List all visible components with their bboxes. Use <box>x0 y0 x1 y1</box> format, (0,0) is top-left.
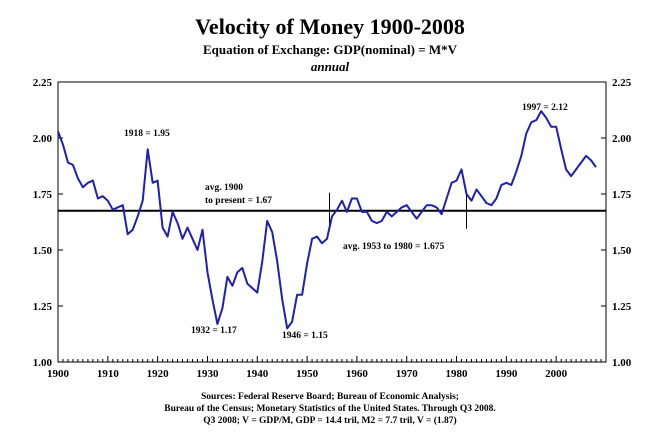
annotation-1918: 1918 = 1.95 <box>124 129 170 139</box>
sources-line-1: Sources: Federal Reserve Board; Bureau o… <box>201 392 459 402</box>
x-tick-label: 1980 <box>446 368 469 380</box>
y-axis-right: 1.00 1.25 1.50 1.75 2.00 2.25 <box>601 77 632 369</box>
y-tick-label-right: 1.25 <box>612 301 632 313</box>
y-tick-label-left: 1.50 <box>33 245 53 257</box>
y-tick-label-left: 1.75 <box>33 189 53 201</box>
y-tick-label-left: 1.25 <box>33 301 53 313</box>
sources-line-2: Bureau of the Census; Monetary Statistic… <box>164 404 495 414</box>
y-tick-label-left: 2.25 <box>33 77 53 89</box>
average-label-line1: avg. 1900 <box>205 183 243 193</box>
y-axis-left: 1.00 1.25 1.50 1.75 2.00 2.25 <box>33 77 63 369</box>
annotation-1997: 1997 = 2.12 <box>522 103 568 113</box>
x-tick-label: 1900 <box>47 368 70 380</box>
y-tick-label-right: 1.75 <box>612 189 632 201</box>
chart-frequency: annual <box>311 59 350 74</box>
x-tick-label: 1930 <box>196 368 219 380</box>
x-tick-label: 2000 <box>545 368 568 380</box>
x-tick-label: 1950 <box>296 368 319 380</box>
chart-subtitle: Equation of Exchange: GDP(nominal) = M*V <box>203 42 458 57</box>
sources-line-3: Q3 2008; V = GDP/M, GDP = 14.4 tril, M2 … <box>203 415 456 426</box>
series-line-velocity <box>57 110 597 330</box>
plot-frame <box>57 81 607 363</box>
chart-title: Velocity of Money 1900-2008 <box>195 14 465 39</box>
x-tick-label: 1970 <box>396 368 419 380</box>
y-tick-label-right: 1.00 <box>612 357 632 369</box>
y-tick-label-right: 2.25 <box>612 77 632 89</box>
y-tick-label-left: 1.00 <box>33 357 53 369</box>
annotation-1946: 1946 = 1.15 <box>282 331 328 341</box>
x-tick-label: 1940 <box>246 368 269 380</box>
x-tick-label: 1920 <box>147 368 170 380</box>
annotation-1932: 1932 = 1.17 <box>191 326 237 336</box>
x-axis: 1900 1910 1920 1930 1940 1950 1960 1970 1980 1990… <box>47 356 607 380</box>
y-tick-label-right: 1.50 <box>612 245 632 257</box>
x-tick-label: 1990 <box>495 368 518 380</box>
x-tick-label: 1960 <box>346 368 369 380</box>
average-label-line2: to present = 1.67 <box>205 196 272 206</box>
average-1953-1980-label: avg. 1953 to 1980 = 1.675 <box>343 242 444 252</box>
y-tick-label-right: 2.00 <box>612 133 632 145</box>
x-tick-label: 1910 <box>97 368 120 380</box>
y-tick-label-left: 2.00 <box>33 133 53 145</box>
